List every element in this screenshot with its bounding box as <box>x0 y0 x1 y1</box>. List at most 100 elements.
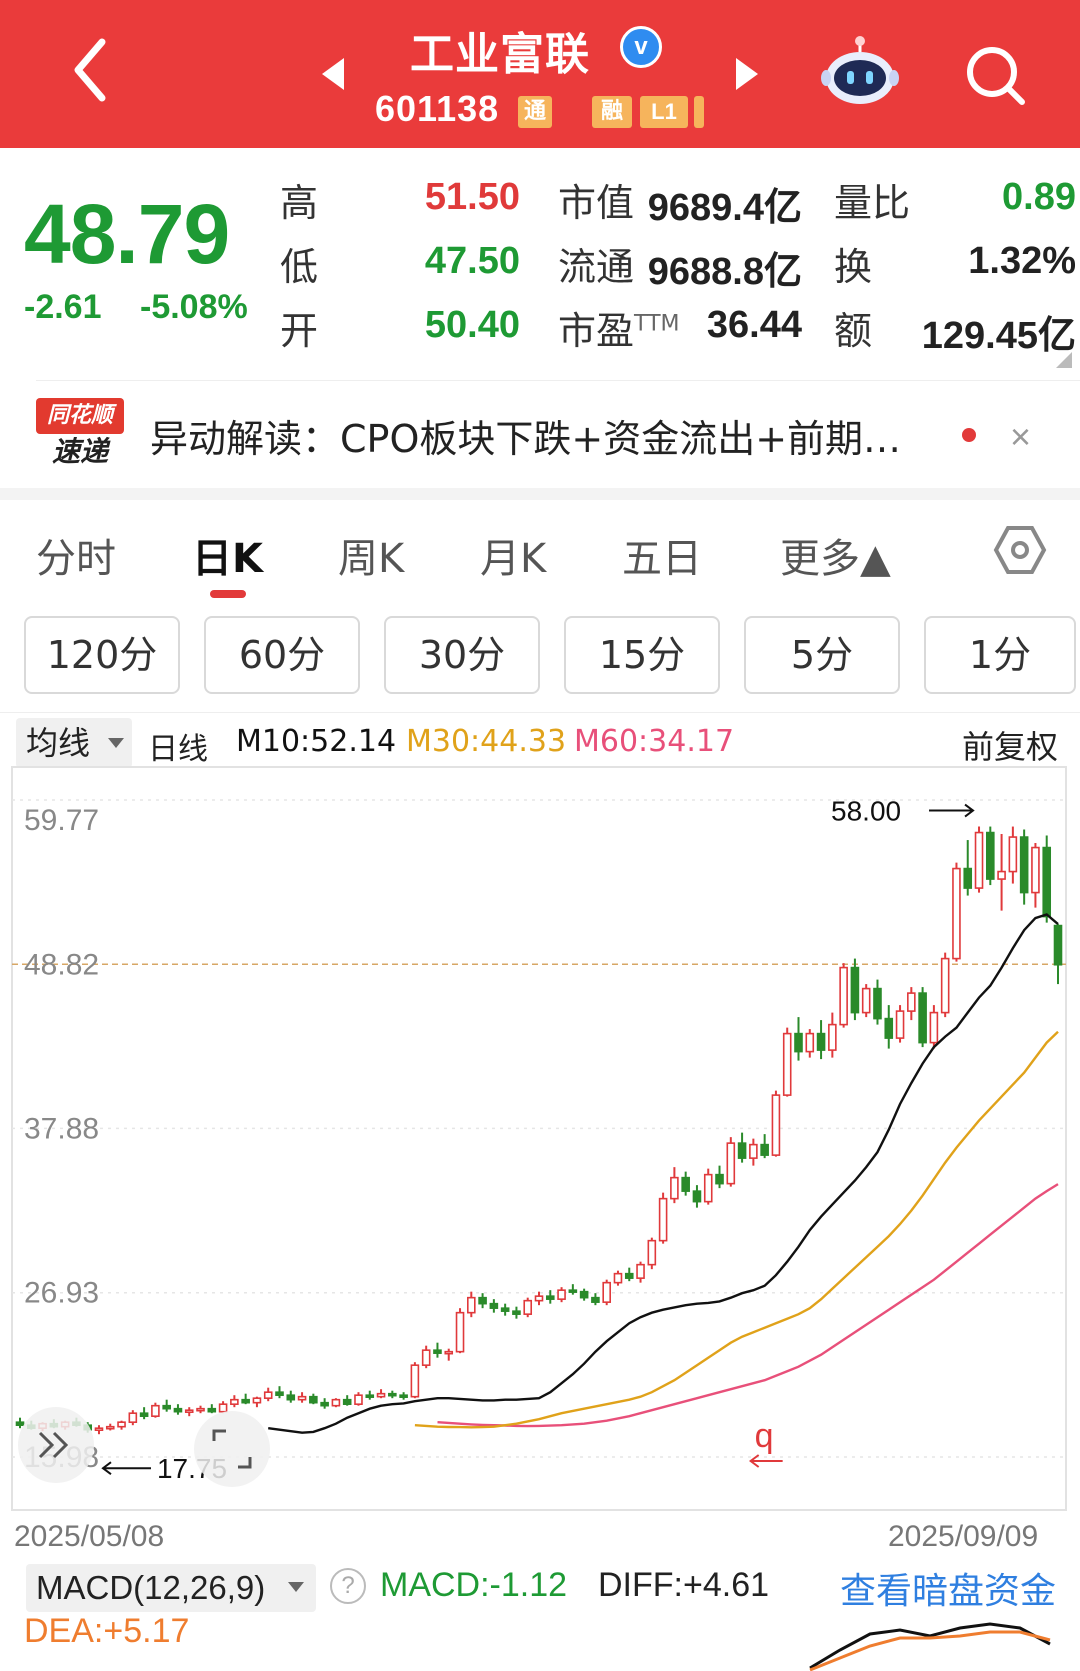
price-change: -2.61 <box>24 288 102 326</box>
marker-letter: q <box>755 1417 774 1455</box>
chevron-a <box>38 1431 55 1459</box>
candle-up <box>895 1010 905 1039</box>
close-news-icon[interactable]: × <box>1010 416 1032 457</box>
candle-up <box>839 966 848 1026</box>
min-arrow-head <box>101 1461 112 1475</box>
candle-up <box>252 1397 262 1404</box>
marker-arrow-head <box>748 1454 760 1468</box>
candle-down <box>918 992 927 1044</box>
tab-more[interactable]: 更多▲ <box>780 536 891 582</box>
candle-up <box>421 1349 431 1366</box>
interval-30m-button[interactable]: 30分 <box>384 616 540 694</box>
dark-pool-link[interactable]: 查看暗盘资金 <box>840 1571 1057 1612</box>
pe-label: 市盈TTM <box>558 309 680 353</box>
candle-down <box>309 1395 318 1404</box>
search-icon[interactable] <box>960 40 1030 110</box>
candle-down <box>139 1412 149 1417</box>
interval-60m-button[interactable]: 60分 <box>204 616 360 694</box>
candle-up <box>670 1176 679 1200</box>
section-separator <box>0 488 1080 500</box>
expand-corner-icon[interactable] <box>1056 352 1072 368</box>
tab-intraday[interactable]: 分时 <box>36 536 116 582</box>
candle-up <box>771 1094 781 1156</box>
open-label: 开 <box>280 309 319 353</box>
y-tick-label: 59.77 <box>24 804 99 837</box>
candle-up <box>636 1263 645 1279</box>
tab-monthly-k[interactable]: 月K <box>480 536 547 582</box>
candle-up <box>1031 846 1040 894</box>
chevrons-right-icon[interactable] <box>18 1407 94 1483</box>
candle-down <box>986 831 995 880</box>
news-headline[interactable]: 异动解读：CPO板块下跌+资金流出+前期… <box>150 417 902 461</box>
candle-down <box>681 1176 690 1192</box>
max-arrow-head <box>964 803 975 818</box>
candle-down <box>1042 846 1052 918</box>
max-price-label: 58.00 <box>831 796 901 827</box>
robot-assistant-icon[interactable] <box>820 34 900 114</box>
tag-rong: 融 <box>592 96 632 128</box>
candle-down <box>794 1032 803 1053</box>
candle-down <box>1019 836 1029 894</box>
candle-up <box>105 1425 115 1430</box>
candle-up <box>952 867 961 960</box>
macd-select[interactable]: MACD(12,26,9) <box>26 1564 316 1612</box>
candle-up <box>782 1032 792 1096</box>
diff-value: DIFF:+4.61 <box>598 1566 770 1604</box>
stock-name: 工业富联 <box>410 29 590 80</box>
interval-15m-button[interactable]: 15分 <box>564 616 720 694</box>
interval-5m-button[interactable]: 5分 <box>744 616 900 694</box>
candle-down <box>433 1349 442 1354</box>
candle-up <box>218 1403 228 1413</box>
adjust-mode[interactable]: 前复权 <box>962 728 1059 766</box>
back-chevron-left-icon[interactable] <box>60 30 130 110</box>
macd-diff-line <box>809 1622 1051 1670</box>
tab-five-day[interactable]: 五日 <box>622 536 702 582</box>
tab-weekly-k[interactable]: 周K <box>338 536 405 582</box>
ma30-label: M30:44.33 <box>406 724 567 759</box>
candle-up <box>907 992 916 1012</box>
candle-up <box>523 1299 533 1315</box>
candle-down <box>545 1295 555 1300</box>
macd-value: MACD:-1.12 <box>380 1566 568 1604</box>
candle-up <box>613 1272 623 1284</box>
news-logo: 同花顺 速递 <box>36 398 126 474</box>
tab-daily-k[interactable]: 日K <box>192 536 263 582</box>
prev-stock-triangle-icon[interactable] <box>318 56 348 92</box>
next-stock-triangle-icon[interactable] <box>732 56 762 92</box>
candle-down <box>512 1310 521 1315</box>
y-tick-label: 26.93 <box>24 1277 99 1310</box>
candle-down <box>365 1394 375 1398</box>
candle-up <box>184 1409 194 1413</box>
macd-mini-chart <box>809 1622 1051 1671</box>
current-price: 48.79 <box>24 187 230 281</box>
candle-down <box>489 1302 499 1309</box>
candle-up <box>117 1421 126 1428</box>
candle-down <box>568 1289 578 1293</box>
candle-down <box>320 1401 329 1407</box>
hexagon-settings-icon[interactable] <box>992 524 1048 576</box>
float-value: 9688.8亿 <box>647 251 802 293</box>
fullscreen-icon[interactable] <box>194 1411 270 1487</box>
candle-down <box>15 1421 25 1426</box>
chevron-b <box>52 1431 69 1459</box>
interval-120m-button[interactable]: 120分 <box>24 616 180 694</box>
ma10-label: M10:52.14 <box>236 724 397 759</box>
date-end-label: 2025/09/09 <box>888 1520 1039 1553</box>
candle-down <box>591 1296 600 1303</box>
help-icon[interactable]: ? <box>330 1568 366 1604</box>
unread-dot <box>962 428 976 442</box>
interval-1m-button[interactable]: 1分 <box>924 616 1076 694</box>
candle-up <box>1008 836 1018 873</box>
price-change-pct: -5.08% <box>140 288 248 326</box>
candle-up <box>861 987 871 1014</box>
verified-badge-icon: v <box>620 26 662 68</box>
chart-frame <box>11 766 1067 1511</box>
candle-down <box>241 1398 250 1404</box>
candle-up <box>230 1398 239 1405</box>
indicator-select[interactable]: 均线 <box>16 718 132 768</box>
ma10-line <box>268 913 1059 1434</box>
high-value: 51.50 <box>424 176 520 218</box>
candle-down <box>1053 924 1063 966</box>
y-tick-label: 37.88 <box>24 1112 99 1145</box>
